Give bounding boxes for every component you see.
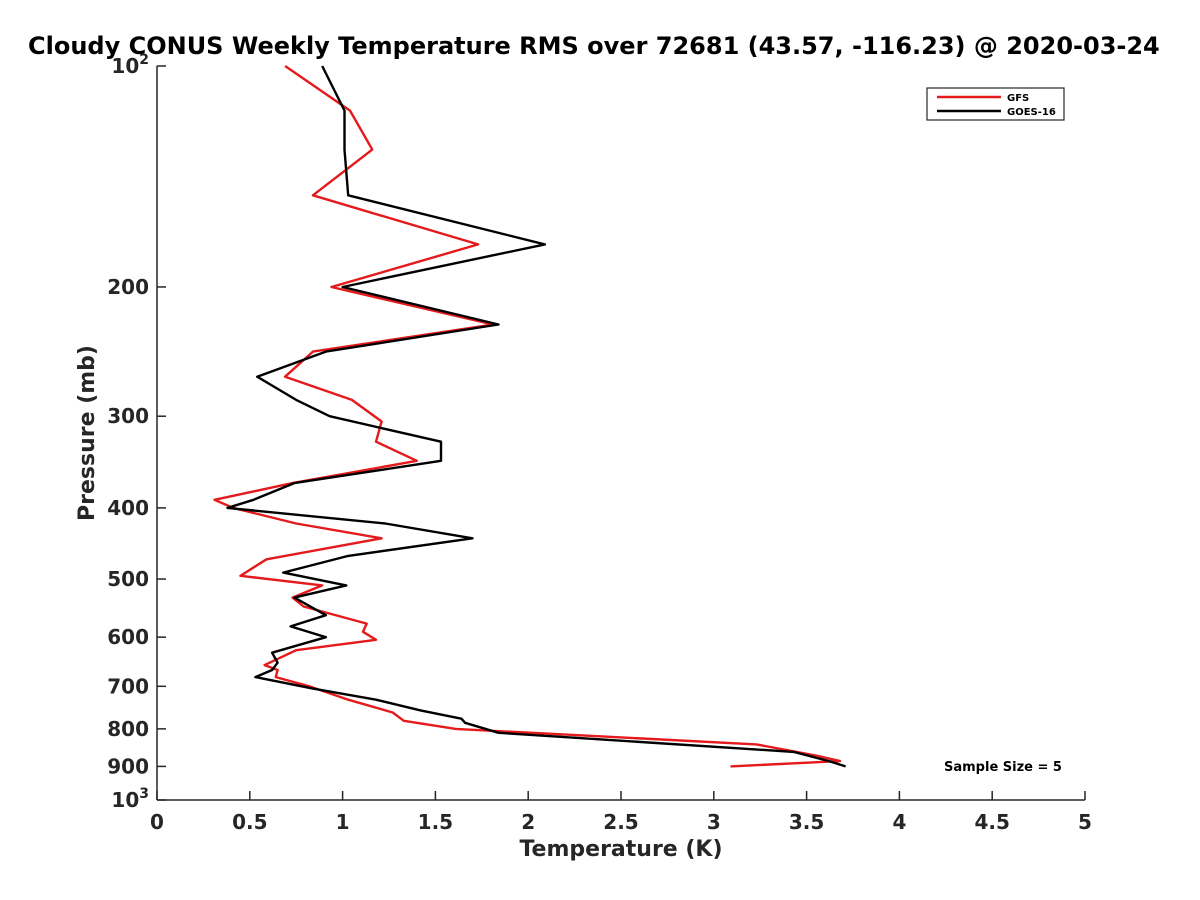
y-axis-label: Pressure (mb)	[75, 345, 100, 521]
sample-size-annotation: Sample Size = 5	[944, 760, 1062, 775]
y-tick-label: 103	[111, 786, 149, 812]
y-tick-label: 500	[107, 567, 149, 591]
series-line-gfs	[213, 65, 842, 768]
y-tick-label: 102	[111, 52, 149, 78]
x-tick-label: 2	[521, 810, 535, 834]
axes-layer	[156, 66, 1085, 801]
legend: GFS GOES-16	[926, 87, 1065, 121]
y-tick-label: 800	[107, 717, 149, 741]
x-tick-label: 2.5	[603, 810, 638, 834]
x-tick-label: 4.5	[974, 810, 1009, 834]
chart-title: Cloudy CONUS Weekly Temperature RMS over…	[28, 32, 1160, 60]
x-tick-label: 1.5	[418, 810, 453, 834]
legend-label: GFS	[1007, 93, 1029, 104]
x-axis-label: Temperature (K)	[519, 837, 722, 862]
x-tick-label: 4	[892, 810, 906, 834]
y-tick-label: 200	[107, 275, 149, 299]
x-ticks: 0 0.5 1 1.5 2 2.5 3 3.5 4 4.5 5	[150, 791, 1092, 834]
y-tick-label: 600	[107, 625, 149, 649]
series-line-goes-16	[226, 65, 846, 768]
series-layer	[213, 65, 846, 768]
x-tick-label: 5	[1078, 810, 1092, 834]
legend-box	[926, 87, 1065, 121]
y-tick-label: 700	[107, 674, 149, 698]
y-tick-label: 400	[107, 496, 149, 520]
x-tick-label: 3.5	[789, 810, 824, 834]
x-tick-label: 0	[150, 810, 164, 834]
legend-label: GOES-16	[1007, 107, 1056, 118]
y-tick-label: 900	[107, 754, 149, 778]
x-tick-label: 1	[336, 810, 350, 834]
x-tick-label: 0.5	[232, 810, 267, 834]
y-tick-label: 300	[107, 404, 149, 428]
x-tick-label: 3	[707, 810, 721, 834]
y-ticks: 102 200 300 400 500 600 700 800 900 103	[107, 52, 166, 812]
